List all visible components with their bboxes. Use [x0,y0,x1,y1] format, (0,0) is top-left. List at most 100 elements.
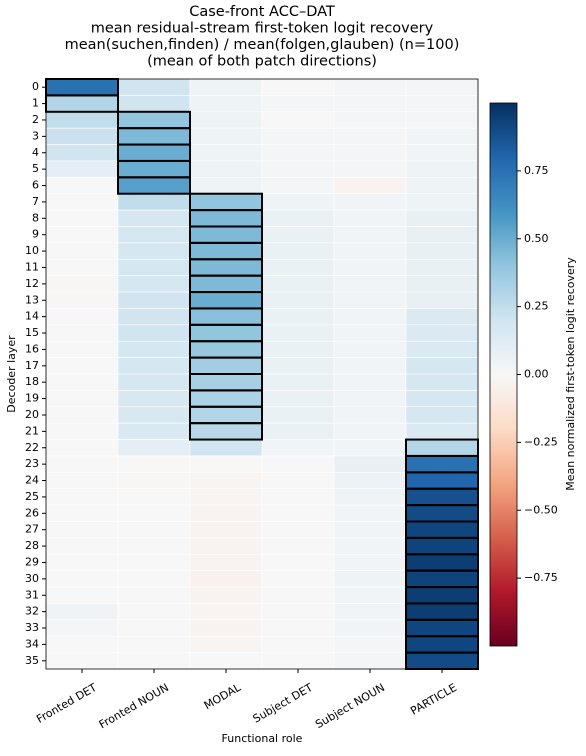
heatmap-cell [189,521,263,539]
heatmap-cell [45,242,119,260]
heatmap-cell [117,209,191,227]
heatmap-cell [45,95,119,113]
colorbar [489,102,518,647]
heatmap-cell [189,455,263,473]
y-tick-label: 2 [32,113,39,126]
heatmap-cell [261,603,335,621]
heatmap-cell [405,226,479,244]
x-tick-label: Fronted NOUN [97,681,171,731]
heatmap-cell [45,537,119,555]
heatmap-cell [261,422,335,440]
y-tick-label: 21 [25,424,39,437]
heatmap-cell [117,357,191,375]
y-tick-label: 17 [25,359,39,372]
heatmap-cell [261,78,335,96]
heatmap-cell [117,504,191,522]
heatmap-cell [189,488,263,506]
colorbar-tick-label: 0.00 [524,368,549,381]
heatmap-cell [333,586,407,604]
heatmap-cell [189,258,263,276]
heatmap-cell [261,586,335,604]
heatmap-cell [117,177,191,195]
heatmap-cell [405,95,479,113]
heatmap-cell [189,619,263,637]
heatmap-cell [405,258,479,276]
heatmap-cell [261,324,335,342]
heatmap-cell [333,537,407,555]
heatmap-cell [261,193,335,211]
heatmap-cell [45,472,119,490]
heatmap-cell [45,324,119,342]
heatmap-cell [189,242,263,260]
heatmap-cell [45,193,119,211]
heatmap-cell [261,373,335,391]
heatmap-cell [405,209,479,227]
heatmap-cell [333,209,407,227]
x-tick-label: Subject NOUN [313,681,387,731]
heatmap-cell [261,406,335,424]
colorbar-tick-label: −0.50 [524,503,558,516]
heatmap-cell [189,472,263,490]
heatmap-cell [405,570,479,588]
heatmap-cell [45,635,119,653]
heatmap-cell [189,127,263,145]
heatmap-cell [117,390,191,408]
heatmap-cell [333,521,407,539]
heatmap-cell [117,652,191,670]
heatmap-cell [189,209,263,227]
heatmap-cell [333,406,407,424]
y-tick-label: 14 [25,310,39,323]
heatmap-cell [45,504,119,522]
heatmap-cell [45,406,119,424]
heatmap-cell [405,291,479,309]
heatmap-cell [45,521,119,539]
heatmap-cell [189,570,263,588]
heatmap-cell [261,488,335,506]
heatmap-cell [261,275,335,293]
heatmap-cell [333,258,407,276]
heatmap-cell [333,488,407,506]
y-tick-label: 32 [25,605,39,618]
y-tick-label: 26 [25,506,39,519]
y-tick-label: 29 [25,555,39,568]
heatmap-cell [405,275,479,293]
heatmap-cell [405,308,479,326]
heatmap-cell [405,373,479,391]
heatmap-cell [261,340,335,358]
heatmap-cell [45,258,119,276]
plot-frame [45,78,479,670]
heatmap-cell [333,242,407,260]
heatmap-cell [189,308,263,326]
heatmap-cell [333,308,407,326]
heatmap-cell [189,603,263,621]
heatmap-cell [405,455,479,473]
heatmap-cell [117,570,191,588]
heatmap-cell [189,504,263,522]
heatmap-cell [333,78,407,96]
heatmap-cell [333,340,407,358]
heatmap-cell [405,603,479,621]
heatmap-cell [405,340,479,358]
heatmap-cell [117,635,191,653]
heatmap-cell [45,488,119,506]
heatmap-cell [189,652,263,670]
y-tick-label: 8 [32,211,39,224]
heatmap-cell [189,635,263,653]
heatmap-cell [333,603,407,621]
heatmap-cell [333,553,407,571]
heatmap-cell [333,570,407,588]
chart-title: Case-front ACC–DAT [189,4,335,20]
heatmap-cell [405,324,479,342]
heatmap-cell [261,553,335,571]
y-tick-label: 12 [25,277,39,290]
y-tick-label: 19 [25,392,39,405]
heatmap-cell [261,455,335,473]
heatmap-cell [405,144,479,162]
heatmap-cell [189,177,263,195]
colorbar-label: Mean normalized first-token logit recove… [564,257,577,491]
heatmap-cell [45,127,119,145]
heatmap-cell [117,242,191,260]
heatmap-cell [333,177,407,195]
y-tick-label: 7 [32,195,39,208]
